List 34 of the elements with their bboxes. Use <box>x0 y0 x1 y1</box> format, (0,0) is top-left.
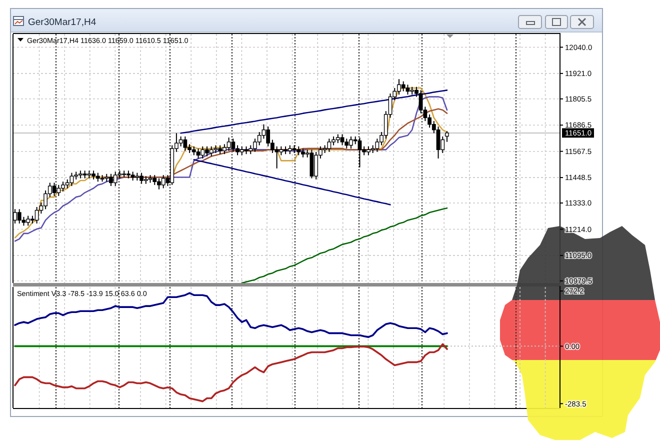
candlestick <box>113 171 118 187</box>
candlestick <box>340 134 344 146</box>
line-series <box>193 158 391 206</box>
candlestick <box>406 84 410 96</box>
candlestick <box>310 149 314 179</box>
candlestick <box>152 174 157 186</box>
candlestick <box>344 138 349 150</box>
candlestick <box>161 174 166 189</box>
candlestick <box>445 130 449 142</box>
candlestick <box>56 184 61 196</box>
line-series <box>180 90 448 134</box>
line-series <box>14 292 448 338</box>
candlestick <box>183 136 188 152</box>
candlestick <box>17 208 22 224</box>
candlestick <box>52 182 56 196</box>
candlestick <box>327 138 332 152</box>
candlestick <box>200 146 205 159</box>
candlestick <box>231 138 236 152</box>
candlestick <box>436 126 440 159</box>
line-series <box>241 207 448 283</box>
candlestick <box>26 215 30 226</box>
line-series <box>14 343 448 402</box>
candlestick <box>34 206 39 224</box>
chart-title: Ger30Mar17,H4 <box>28 17 96 28</box>
candlestick <box>226 137 231 152</box>
candlestick <box>178 136 183 147</box>
candlestick <box>314 151 318 180</box>
candlestick <box>196 148 200 159</box>
candlestick <box>209 146 214 157</box>
candlestick <box>274 146 279 169</box>
candlestick <box>375 138 380 152</box>
candlestick <box>266 126 270 147</box>
candlestick <box>401 80 406 92</box>
candlestick <box>358 137 362 168</box>
